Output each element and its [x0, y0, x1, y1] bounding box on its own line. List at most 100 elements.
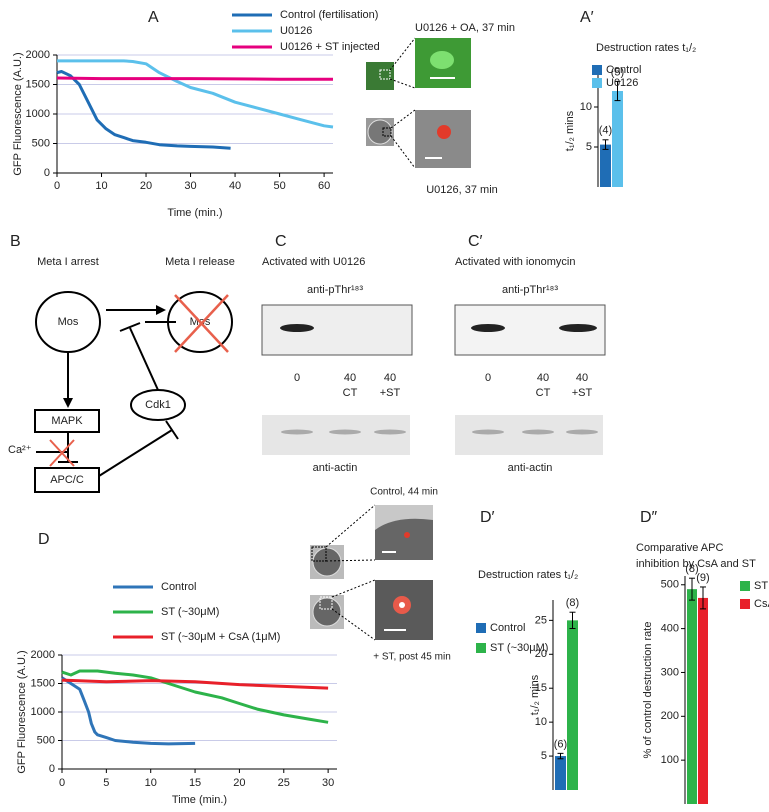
signal [404, 532, 410, 538]
blot-panel: C′ Activated with ionomycin anti-pThr¹⁸³… [454, 233, 606, 474]
blot [262, 415, 410, 455]
inhibit-bar [165, 420, 179, 440]
y-tick-label: 5 [541, 750, 547, 762]
y-axis-label: t₁/₂ mins [529, 674, 541, 715]
band [471, 324, 505, 332]
signal [399, 602, 405, 608]
n-label: (8) [566, 597, 579, 609]
band [566, 429, 598, 435]
series-line [56, 76, 333, 81]
y-tick-label: 500 [661, 579, 679, 591]
legend-swatch [740, 581, 750, 591]
y-axis-label: % of control destruction rate [642, 622, 654, 759]
series-line [61, 676, 196, 746]
legend-swatch [592, 78, 602, 88]
node-shape [130, 389, 186, 421]
lane-label: CT [536, 387, 551, 399]
y-tick-label: 0 [49, 763, 55, 775]
legend-label: ST [754, 580, 768, 592]
y-tick-label: 2000 [31, 649, 55, 661]
node-label: APC/C [50, 474, 84, 486]
lane-label: 0 [485, 372, 491, 384]
cell [367, 119, 393, 145]
y-tick-label: 1500 [31, 677, 55, 689]
ion-label: Ca²⁺ [8, 444, 32, 456]
bar [698, 597, 708, 804]
micrograph-label: Control, 44 min [370, 487, 438, 498]
legend-swatch [476, 643, 486, 653]
x-tick-label: 20 [140, 180, 152, 192]
chart-title: inhibition by CsA and ST [636, 558, 756, 570]
lane-label: +ST [572, 387, 593, 399]
chart-title: Destruction rates t₁/₂ [478, 569, 578, 581]
legend-swatch [592, 65, 602, 75]
chart-title: Comparative APC [636, 542, 723, 554]
y-tick-label: 400 [661, 623, 679, 635]
arrowhead [156, 305, 166, 315]
n-label: (4) [599, 125, 612, 137]
antibody-label: anti-pThr¹⁸³ [307, 284, 363, 296]
y-tick-label: 10 [535, 716, 547, 728]
inhibit-line [98, 429, 173, 477]
y-tick-label: 300 [661, 666, 679, 678]
legend-label: U0126 + ST injected [280, 41, 380, 53]
diagram-header: Meta I arrest [37, 256, 99, 268]
x-tick-label: 20 [233, 777, 245, 789]
cell [312, 547, 342, 577]
n-label: (8) [685, 563, 698, 575]
bar [567, 620, 578, 790]
y-tick-label: 500 [37, 734, 55, 746]
legend-label: Control [161, 581, 196, 593]
node-label: MAPK [51, 415, 83, 427]
band [329, 429, 361, 435]
diagram-header: Meta I release [165, 256, 235, 268]
legend-label: ST (~30μM) [490, 642, 548, 654]
y-tick-label: 2000 [26, 49, 50, 61]
lane-label: 40 [576, 372, 588, 384]
series-line [61, 678, 329, 690]
panel-label: A′ [580, 9, 594, 26]
legend-label: U0126 [606, 77, 638, 89]
zoom-line [325, 504, 376, 548]
legend-swatch [476, 623, 486, 633]
x-tick-label: 25 [278, 777, 290, 789]
blot-title: Activated with ionomycin [455, 256, 575, 268]
legend-label: CsA [754, 598, 769, 610]
zoom-box [382, 127, 392, 137]
y-axis-label: GFP Fluorescence (A.U.) [12, 52, 24, 175]
x-tick-label: 30 [322, 777, 334, 789]
blot-title: Activated with U0126 [262, 256, 365, 268]
legend-label: Control [490, 622, 525, 634]
zoom-line [331, 579, 376, 598]
zoom-line [331, 608, 376, 641]
node-label: Mos [58, 316, 79, 328]
zoom-box [311, 546, 327, 562]
series-line [56, 70, 231, 150]
y-tick-label: 1000 [26, 108, 50, 120]
micrograph [415, 110, 471, 168]
panel-label: C [275, 233, 287, 250]
inhibit-bar [119, 322, 141, 332]
zoom-line [390, 135, 416, 169]
x-tick-label: 0 [59, 777, 65, 789]
zoom-line [390, 109, 416, 129]
y-axis-label: GFP Fluorescence (A.U.) [16, 650, 28, 773]
cross [49, 439, 75, 467]
band [522, 429, 554, 435]
n-label: (5) [611, 66, 624, 78]
lane-label: 0 [294, 372, 300, 384]
y-tick-label: 10 [580, 101, 592, 113]
lane-label: CT [343, 387, 358, 399]
node-shape [34, 467, 100, 493]
bar [555, 756, 566, 790]
y-tick-label: 1500 [26, 78, 50, 90]
band [559, 324, 597, 332]
y-tick-label: 100 [661, 754, 679, 766]
legend-label: Control [606, 64, 641, 76]
zoom-box [379, 69, 391, 80]
x-tick-label: 5 [103, 777, 109, 789]
y-tick-label: 20 [535, 648, 547, 660]
node-label: Cdk1 [145, 399, 171, 411]
loading-label: anti-actin [313, 462, 358, 474]
band [281, 429, 313, 435]
